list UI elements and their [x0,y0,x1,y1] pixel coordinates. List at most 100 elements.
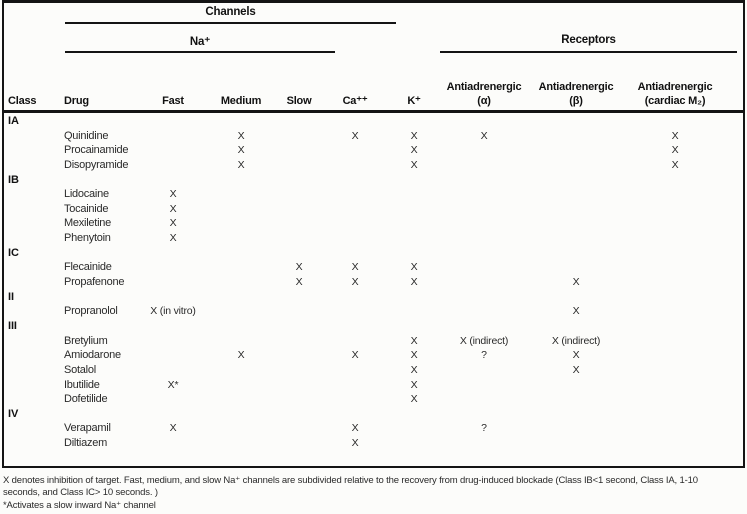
mark-k [388,290,440,305]
column-header-medium: Medium [220,95,262,107]
mark-fast [140,143,206,158]
mark-m2 [624,246,726,261]
mark-k: X [410,129,418,142]
mark-k: X [410,144,418,157]
drug-name: Propranolol [64,305,118,318]
drug-name [64,407,140,422]
mark-ca [322,187,388,202]
drug-row: Propranolol X (in vitro) X [0,304,747,319]
mark-beta [528,187,624,202]
mark-beta [528,378,624,393]
mark-medium [206,202,276,217]
mark-slow [276,246,322,261]
antiadrenergic-beta-line1: Antiadrenergic [538,81,614,93]
class-label [8,421,64,436]
mark-m2 [624,304,726,319]
mark-medium: X [237,349,245,362]
mark-alpha [440,216,528,231]
mark-beta: X [572,363,580,376]
class-label [8,348,64,363]
mark-k [388,114,440,129]
class-label: IA [8,115,19,127]
mark-k [388,173,440,188]
mark-alpha: X (indirect) [459,334,509,347]
column-header-antiadrenergic-alpha: Antiadrenergic (α) [440,81,528,108]
mark-fast [140,158,206,173]
drug-name [64,290,140,305]
mark-ca [322,143,388,158]
mark-fast [140,260,206,275]
mark-medium [206,363,276,378]
mark-medium [206,275,276,290]
mark-fast [140,290,206,305]
mark-slow [276,304,322,319]
mark-beta: X [572,276,580,289]
class-label [8,436,64,451]
mark-alpha: X [480,129,488,142]
mark-k [388,421,440,436]
class-label: IB [8,173,19,186]
mark-k: X [410,393,418,406]
mark-beta [528,421,624,436]
mark-medium [206,173,276,188]
mark-ca: X [351,349,359,362]
drug-row: Mexiletine X [0,216,747,231]
mark-beta: X [572,349,580,362]
table-left-border [2,0,4,468]
drug-row: Amiodarone X X X? X [0,348,747,363]
mark-beta [528,216,624,231]
mark-alpha [440,202,528,217]
drug-name: Phenytoin [64,232,111,245]
mark-slow [276,421,322,436]
na-underline-rule [65,51,335,53]
class-label [8,216,64,231]
class-label [8,334,64,349]
mark-k: X [410,349,418,362]
drug-name: Tocainide [64,202,109,215]
na-group-header: Na⁺ [189,36,211,48]
footnotes: X denotes inhibition of target. Fast, me… [3,475,745,512]
class-label: III [8,319,17,332]
mark-fast [140,348,206,363]
mark-m2 [624,260,726,275]
mark-beta [528,246,624,261]
mark-ca: X [351,437,359,450]
drug-name: Lidocaine [64,188,109,201]
mark-alpha: ? [481,349,487,362]
mark-fast [140,319,206,334]
mark-fast: X (in vitro) [150,305,196,318]
mark-k [388,202,440,217]
column-header-antiadrenergic-m2: Antiadrenergic (cardiac M₂) [624,81,726,108]
drug-name: Quinidine [64,129,109,142]
mark-slow [276,231,322,246]
mark-alpha [440,114,528,129]
mark-slow [276,392,322,407]
mark-k: X [410,378,418,391]
mark-k [388,216,440,231]
drug-name: Sotalol [64,363,96,376]
column-header-potassium: K⁺ [407,95,421,107]
mark-ca [322,173,388,188]
class-section-row: IA [0,114,747,129]
mark-ca: X [351,276,359,289]
mark-medium [206,246,276,261]
mark-m2 [624,231,726,246]
drug-row: Procainamide X X X [0,143,747,158]
mark-m2 [624,378,726,393]
drug-row: Flecainide X X X [0,260,747,275]
mark-slow [276,290,322,305]
mark-fast [140,436,206,451]
mark-fast [140,334,206,349]
mark-alpha [440,173,528,188]
mark-medium: X [237,158,245,171]
mark-slow [276,363,322,378]
drug-row: Dofetilide X [0,392,747,407]
class-section-row: IV [0,407,747,422]
drug-row: Propafenone X X X X [0,275,747,290]
class-label [8,202,64,217]
mark-fast: X* [167,378,179,391]
mark-medium [206,436,276,451]
table-top-border [2,0,745,3]
mark-slow [276,216,322,231]
mark-medium: X [237,129,245,142]
